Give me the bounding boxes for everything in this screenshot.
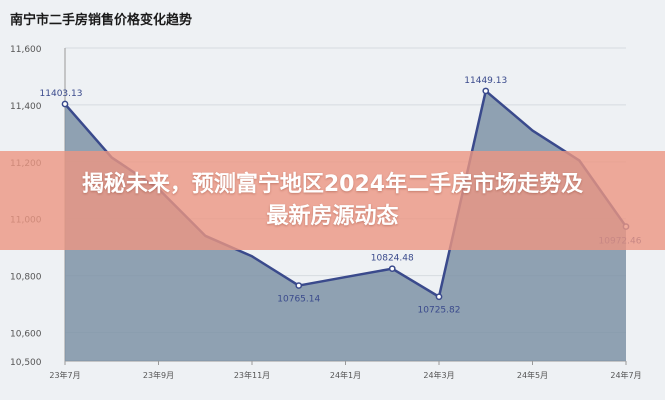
- data-label: 11449.13: [464, 76, 507, 86]
- y-tick-label: 10,800: [10, 273, 42, 283]
- chart-title: 南宁市二手房销售价格变化趋势: [10, 13, 193, 28]
- data-point: [295, 282, 303, 289]
- x-tick-label: 24年5月: [517, 370, 548, 380]
- y-tick-label: 10,600: [10, 330, 42, 340]
- x-tick-label: 23年9月: [143, 370, 174, 380]
- x-tick-label: 23年11月: [234, 370, 270, 380]
- y-tick-label: 11,600: [10, 45, 42, 55]
- data-label: 10765.14: [277, 295, 320, 305]
- data-label: 10824.48: [371, 254, 414, 264]
- headline-text: 揭秘未来，预测富宁地区2024年二手房市场走势及最新房源动态: [81, 171, 584, 229]
- y-tick-label: 10,500: [10, 358, 42, 368]
- data-point: [388, 265, 396, 273]
- data-label: 11403.13: [40, 89, 83, 99]
- headline-banner: 揭秘未来，预测富宁地区2024年二手房市场走势及最新房源动态: [0, 151, 665, 250]
- x-tick-label: 24年3月: [423, 370, 454, 380]
- data-point: [482, 87, 490, 95]
- data-point: [435, 293, 443, 301]
- x-tick-label: 24年1月: [330, 370, 361, 380]
- data-point: [61, 100, 69, 108]
- data-label: 10725.82: [418, 306, 461, 316]
- x-tick-label: 24年7月: [610, 370, 641, 380]
- x-tick-label: 23年7月: [49, 370, 80, 380]
- y-tick-label: 11,400: [10, 102, 42, 112]
